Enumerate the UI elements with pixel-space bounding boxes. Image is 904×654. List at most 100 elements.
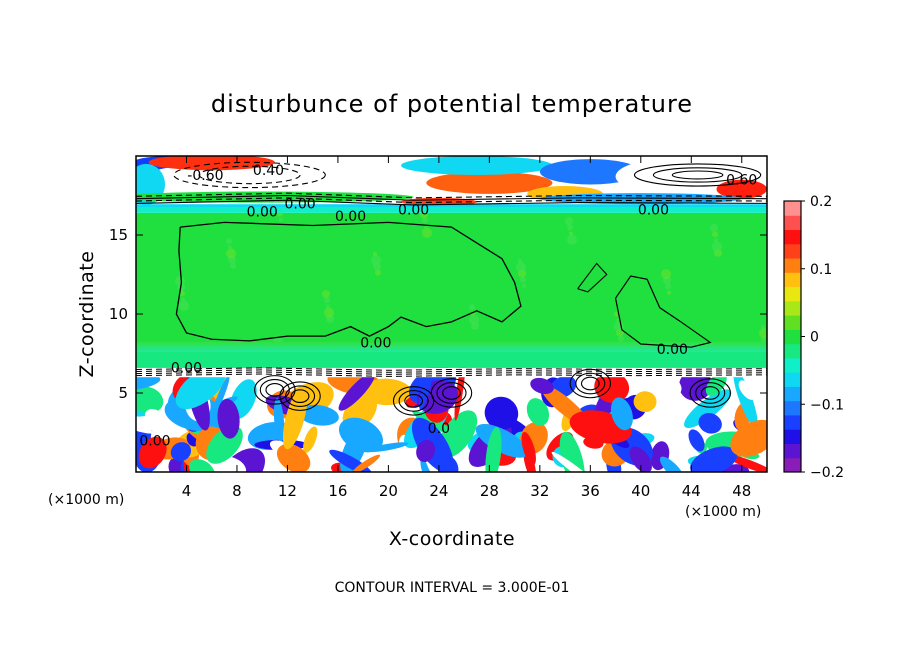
turbulent-blob [189,459,215,472]
band-mottle [714,238,718,243]
band-mottle [373,252,377,257]
contour-label: -0.60 [187,168,223,184]
x-tick-label: 20 [379,482,398,500]
colorbar-swatch [784,329,801,345]
field-bands [136,156,767,472]
turbulent-blob [351,454,381,472]
y-axis-label: Z-coordinate [76,251,98,378]
turbulent-blob [530,377,554,395]
x-tick-label: 48 [732,482,751,500]
contour-label: 0.0 [428,421,450,437]
turbulent-blob [170,442,192,462]
upper-blob-6 [401,156,553,175]
colorbar-swatch [784,215,801,231]
band-mottle [322,290,330,299]
colorbar-swatch [784,315,801,330]
upper-blob-7 [539,159,641,185]
x-axis-label: X-coordinate [389,528,515,550]
contour-label: 0.00 [139,433,170,449]
colorbar-swatch [784,243,801,259]
contour-stable-0 [136,373,767,377]
band-mottle [469,314,479,325]
band-mottle [759,328,767,339]
colorbar-swatch [784,258,801,273]
contour-thermal [436,382,467,404]
colorbar-tick-label: −0.2 [810,465,844,481]
colorbar-swatch [784,286,801,302]
contour-thermal [254,375,296,405]
contour-thermal [284,385,316,407]
colorbar-swatch [784,400,801,416]
band-mottle [371,255,381,266]
colorbar-swatch [784,229,801,245]
colorbar-swatch [784,300,801,316]
contour-stable-1 [136,371,767,375]
turbulent-blob [361,378,412,406]
turbulent-blob [698,413,722,434]
colorbar-swatch [784,414,801,430]
contour-upper-ellipse [671,170,724,180]
band-mottle [422,217,428,224]
contour-thermal [290,389,310,404]
turbulent-blob [303,426,318,453]
band-mottle [712,231,718,238]
band-mottle [326,304,330,309]
turbulent-blob [138,436,167,469]
contour-lines [136,161,767,416]
contour-thermal [430,378,473,408]
y-tick-label: 10 [109,305,128,323]
x-tick-label: 28 [480,482,499,500]
colorbar-swatch [784,429,801,444]
band-mottle [565,217,573,226]
turbulent-blob [659,456,685,472]
band-mottle [324,297,330,304]
band-3 [136,212,767,352]
turbulent-blob [298,404,339,426]
colorbar-swatch [784,201,801,216]
turbulent-blob [738,380,756,400]
band-mottle [175,276,185,286]
turbulent-blob [521,431,536,466]
contour-label: 0.60 [726,173,757,189]
contour-main-zero [175,221,522,342]
contour-label: 0.00 [657,342,688,358]
turbulent-blob [276,443,311,472]
y-axis-ticks: 5 10 15 [109,226,767,402]
band-mottle [179,300,189,311]
band-mottle [181,297,185,302]
turbulent-blob [684,389,732,428]
contour-thermal [580,376,600,391]
colorbar [784,201,801,473]
contour-upper-1 [136,197,767,204]
contour-thermal [398,390,429,412]
x-axis-unit-right: (×1000 m) [685,504,761,520]
band-mottle [279,217,283,222]
x-tick-label: 8 [232,482,242,500]
turbulent-blob [559,431,585,472]
band-mottle [375,269,381,276]
contour-upper-0 [136,199,767,206]
x-tick-label: 4 [182,482,192,500]
colorbar-swatch [784,357,801,373]
contour-label: 0.00 [335,209,366,225]
turbulent-blob [551,451,600,472]
band-mottle [469,304,475,311]
contour-thermal [442,386,461,400]
contour-right-zero [614,275,712,348]
band-mottle [712,241,722,252]
band-2 [136,351,767,368]
band-mottle [567,234,577,245]
turbulent-blob [688,429,705,452]
contour-label: 0.00 [171,361,202,377]
contour-upper-2 [136,194,767,201]
turbulent-blob [338,417,384,453]
contour-thermal [569,368,612,399]
band-mottle [618,335,624,342]
colorbar-swatch [784,272,801,288]
band-mottle [228,245,232,250]
band-mottle [761,325,765,330]
contour-thermal [404,394,424,408]
band-mottle [230,262,236,269]
turbulent-blob [533,454,568,472]
